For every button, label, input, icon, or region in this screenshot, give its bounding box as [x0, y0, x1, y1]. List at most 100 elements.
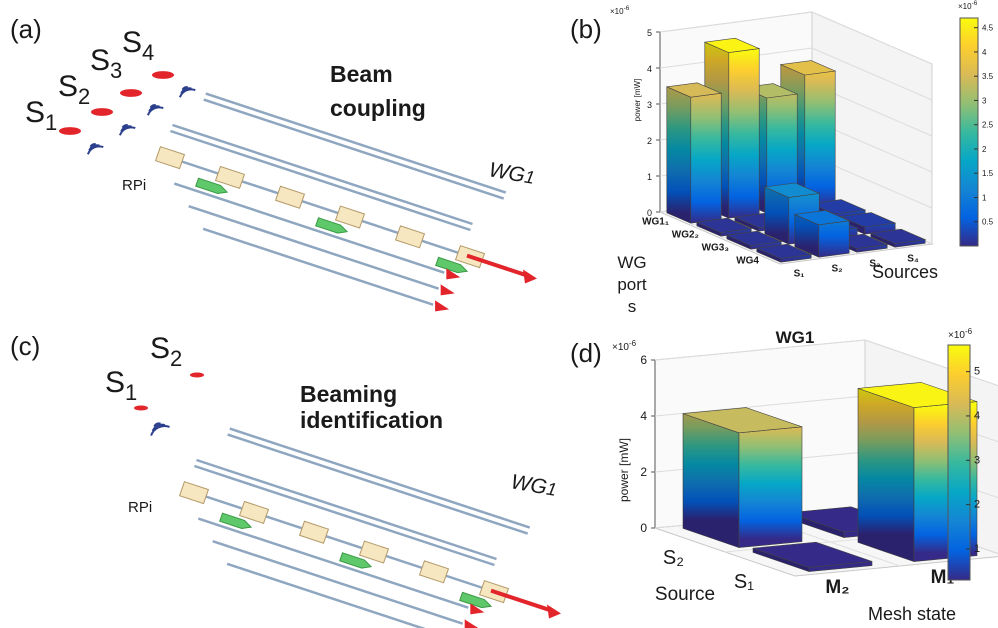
bar: [725, 230, 783, 250]
y-scale: ×10-6: [612, 339, 637, 353]
waveguide: [226, 562, 426, 628]
coupler-arrow: [459, 591, 493, 609]
colorbar-tick-label: 0.5: [982, 218, 994, 227]
controller-label: RPi: [128, 499, 152, 516]
diagram-title: Beam: [330, 61, 393, 87]
colorbar-scale-exp: -6: [965, 327, 973, 336]
colorbar-scale-exp: -6: [972, 0, 978, 7]
panel-label: (a): [10, 14, 42, 44]
source-emitter: [152, 71, 174, 79]
row-label: WG3₃: [702, 243, 730, 254]
colorbar-tick-label: 3.5: [982, 72, 994, 81]
waveguide: [205, 92, 507, 194]
colorbar-tick-label: 4.5: [982, 24, 994, 33]
output-arrow: [490, 588, 552, 613]
column-label: S₂: [831, 264, 842, 275]
row-label: WG1₁: [642, 217, 669, 228]
output-arrow-head: [523, 269, 537, 284]
bar-side-shade: [870, 233, 895, 248]
diagram-title: identification: [300, 407, 443, 433]
detector: [470, 603, 485, 615]
coupler-arrow: [435, 256, 469, 274]
phase-shifter: [238, 500, 270, 525]
row-axis-label: s: [628, 297, 637, 316]
signal-wave: [146, 106, 164, 116]
phase-shifter: [418, 560, 450, 584]
y-tick-label: 2: [640, 465, 647, 479]
colorbar-tick-label: 3: [982, 96, 987, 105]
source-sub: 3: [110, 58, 122, 83]
phase-shifter: [274, 185, 306, 209]
column-label: S₃: [869, 259, 881, 270]
y-tick-label: 6: [640, 353, 647, 367]
waveguide: [173, 182, 445, 274]
colorbar: [947, 344, 971, 581]
phase-shifter: [298, 520, 330, 544]
bar-front: [804, 70, 836, 209]
waveguide: [196, 458, 497, 561]
waveguide: [170, 129, 471, 232]
coupler-arrow: [195, 177, 229, 194]
colorbar-tick-label: 2: [974, 499, 980, 511]
bar-top: [752, 541, 873, 568]
bar-top: [779, 60, 837, 76]
bar-top: [809, 199, 867, 215]
signal-wave: [86, 145, 104, 155]
detector: [440, 284, 455, 296]
phase-shifter: [358, 540, 390, 564]
waveguide: [197, 517, 469, 609]
detector: [464, 619, 479, 628]
detector: [446, 268, 461, 280]
bar-top: [682, 407, 803, 434]
bar-side-shade: [764, 187, 789, 245]
y-tick-label: 4: [647, 64, 652, 74]
phase-shifter: [334, 205, 366, 229]
output-sub: 1: [523, 167, 536, 188]
bar-front: [818, 220, 850, 258]
source-emitter: [190, 372, 204, 378]
y-tick-label: 2: [647, 136, 652, 146]
output-base: WG: [487, 158, 527, 187]
source-label: S1: [25, 96, 57, 135]
bar-top: [703, 37, 761, 53]
waveguide: [188, 205, 440, 290]
bar-side-shade: [756, 248, 781, 263]
output-arrow-head: [547, 604, 561, 619]
colorbar-tick-label: 4: [982, 48, 987, 57]
y-tick-label: 0: [640, 521, 647, 535]
coupler-arrow: [339, 552, 373, 569]
bar-top: [839, 212, 897, 228]
phase-shifter: [394, 225, 426, 249]
bar-side-shade: [696, 222, 721, 237]
waveguide: [227, 433, 529, 535]
y-tick-label: 4: [640, 409, 647, 423]
bar: [869, 228, 927, 248]
bar: [755, 243, 813, 263]
source-sub: 1: [45, 110, 57, 135]
bar: [752, 541, 873, 573]
y-tick-label: 3: [647, 100, 652, 110]
phase-shifter: [154, 146, 186, 170]
colorbar-scale: ×10-6: [948, 327, 973, 341]
colorbar-scale-base: ×10: [948, 330, 965, 341]
column-label: S₄: [907, 254, 919, 265]
waveguide: [194, 464, 495, 567]
colorbar-scale: ×10-6: [958, 0, 978, 11]
source-base: S: [150, 332, 170, 365]
source-label: S1: [105, 366, 137, 405]
y-tick-label: 5: [647, 28, 652, 38]
panel-label: (c): [10, 331, 40, 361]
panel-label: (d): [570, 338, 602, 368]
bar-top: [665, 82, 723, 98]
colorbar: [959, 17, 979, 247]
y-axis-label: power [mW]: [617, 438, 631, 502]
bar-top: [755, 243, 813, 259]
coupler-arrow: [219, 512, 253, 529]
waveguide: [172, 123, 473, 226]
detector: [435, 300, 450, 312]
y-scale: ×10-6: [610, 5, 630, 16]
y-tick-label: 1: [647, 172, 652, 182]
bar-front: [738, 426, 803, 548]
source-emitter: [59, 127, 81, 135]
y-scale-exp: -6: [629, 339, 637, 348]
